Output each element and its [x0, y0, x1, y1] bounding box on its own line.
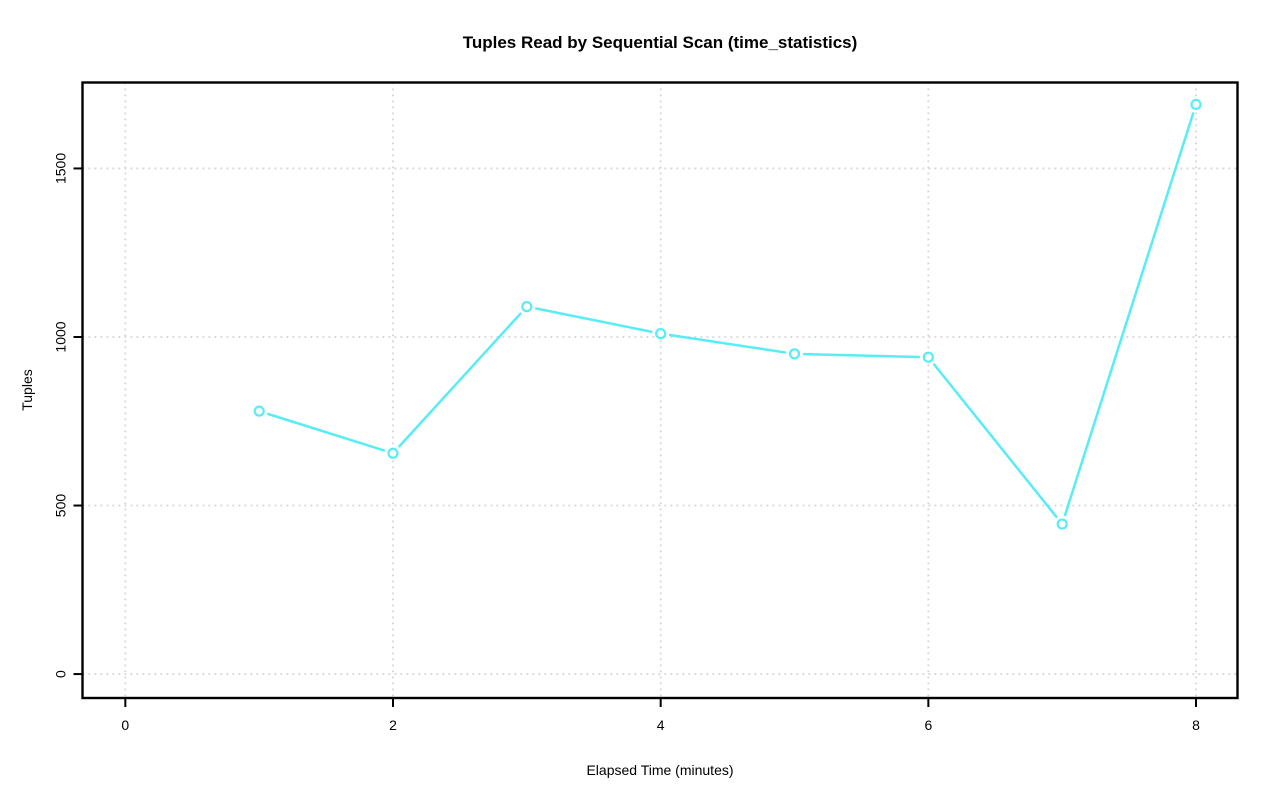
line-segment: [1063, 112, 1195, 517]
line-segment: [534, 307, 653, 333]
x-axis-label: Elapsed Time (minutes): [586, 762, 734, 778]
data-point: [922, 351, 934, 363]
line-segment: [933, 363, 1058, 518]
data-point: [655, 328, 667, 340]
data-point: [387, 447, 399, 459]
line-segment: [668, 333, 787, 354]
data-point: [1190, 98, 1202, 111]
y-tick-label: 0: [53, 670, 69, 678]
line-segment: [398, 312, 522, 448]
data-point: [253, 405, 265, 417]
chart-title: Tuples Read by Sequential Scan (time_sta…: [462, 33, 858, 52]
x-tick-label: 0: [121, 717, 129, 733]
y-axis-label: Tuples: [19, 369, 35, 411]
line-segment: [802, 352, 921, 359]
data-point: [521, 301, 533, 313]
x-tick-label: 2: [389, 717, 397, 733]
x-tick-label: 8: [1192, 717, 1200, 733]
y-tick-label: 1000: [53, 321, 69, 352]
x-tick-label: 6: [924, 717, 932, 733]
data-point: [788, 348, 801, 360]
line-segment: [266, 412, 386, 452]
y-tick-label: 500: [53, 494, 69, 518]
y-tick-label: 1500: [53, 153, 69, 184]
plot-box: [81, 81, 1239, 700]
data-point: [1056, 518, 1068, 530]
x-tick-label: 4: [657, 717, 665, 733]
